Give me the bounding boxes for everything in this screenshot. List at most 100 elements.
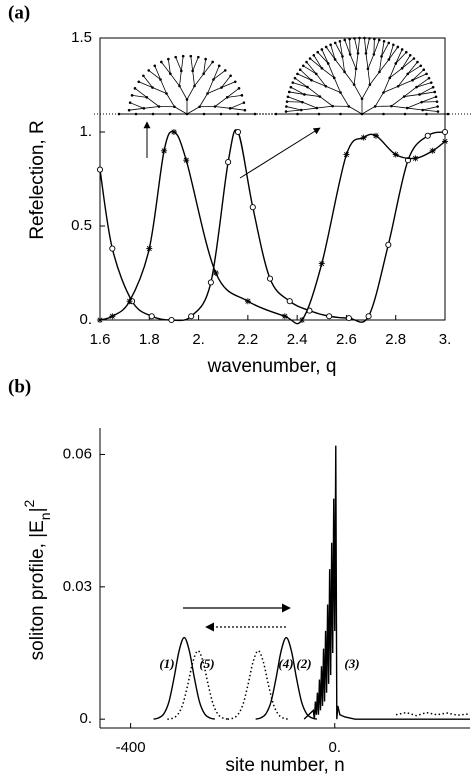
inset-bond bbox=[304, 94, 320, 97]
inset-bond bbox=[321, 49, 329, 64]
inset-node bbox=[425, 112, 428, 116]
inset-bond bbox=[134, 88, 148, 98]
inset-node bbox=[291, 81, 295, 84]
marker bbox=[170, 129, 177, 135]
inset-bond bbox=[287, 96, 303, 103]
marker bbox=[365, 313, 372, 320]
inset-bond bbox=[412, 69, 425, 81]
inset-node bbox=[387, 41, 391, 45]
inset-node bbox=[316, 50, 320, 54]
inset-node bbox=[339, 112, 342, 116]
y-tick-label: 1. bbox=[79, 123, 92, 140]
inset-bond bbox=[294, 77, 308, 88]
marker bbox=[225, 159, 232, 166]
inset-bond bbox=[325, 46, 336, 60]
inset-bond bbox=[290, 86, 305, 95]
inset-bond bbox=[207, 79, 214, 94]
inset-node bbox=[130, 94, 134, 97]
inset-node bbox=[419, 64, 423, 68]
inset-node bbox=[296, 112, 299, 116]
inset-bond bbox=[355, 53, 359, 69]
y-label-sup: 2 bbox=[21, 499, 37, 507]
x-tick-label: 2.4 bbox=[287, 331, 308, 348]
panel-label: (a) bbox=[8, 2, 30, 23]
marker bbox=[212, 270, 219, 276]
inset-bond bbox=[397, 73, 409, 87]
inset-bond bbox=[143, 106, 160, 109]
inset-bond bbox=[395, 51, 407, 64]
inset-bond bbox=[160, 79, 167, 94]
inset-bond bbox=[229, 102, 245, 109]
x-tick-label: 2.6 bbox=[336, 331, 357, 348]
inset-bond bbox=[301, 107, 317, 111]
inset-node bbox=[167, 57, 170, 61]
inset-node bbox=[284, 110, 288, 113]
inset-bond bbox=[213, 65, 220, 80]
inset-node bbox=[400, 48, 404, 51]
inset-bond bbox=[381, 41, 385, 57]
x-tick-label: 2.2 bbox=[237, 331, 258, 348]
inset-node bbox=[137, 80, 141, 84]
y-tick-label: 0. bbox=[79, 710, 92, 727]
inset-node bbox=[285, 105, 288, 108]
inset-bond bbox=[129, 102, 145, 109]
inset-node bbox=[324, 45, 328, 49]
inset-bond bbox=[194, 73, 204, 87]
x-tick-label: 1.6 bbox=[90, 331, 111, 348]
inset-bond bbox=[132, 94, 147, 98]
inset-bond bbox=[292, 82, 308, 88]
inset-bond bbox=[391, 105, 408, 109]
inset-bond bbox=[230, 107, 245, 111]
y-label-after: | bbox=[27, 507, 48, 512]
inset-node bbox=[117, 112, 121, 116]
inset-bond bbox=[297, 73, 312, 81]
inset-node bbox=[425, 72, 428, 76]
inset-bond bbox=[403, 86, 417, 97]
inset-bond bbox=[334, 59, 345, 73]
inset-node bbox=[174, 55, 177, 59]
inset-bond bbox=[317, 51, 329, 64]
inset-bond bbox=[203, 59, 207, 74]
inset-bond bbox=[213, 70, 226, 80]
y-label-text: soliton profile, |E bbox=[27, 520, 48, 660]
inset-node bbox=[408, 53, 412, 57]
inset-node bbox=[160, 60, 163, 64]
inset-node bbox=[329, 43, 332, 47]
inset-bond bbox=[398, 79, 413, 87]
inset-bond bbox=[192, 56, 199, 72]
inset-node bbox=[133, 87, 137, 90]
inset-node bbox=[382, 112, 385, 116]
inset-bond bbox=[381, 42, 390, 57]
inset-bond bbox=[395, 49, 403, 64]
inset-bond bbox=[348, 106, 363, 115]
inset-node bbox=[274, 112, 278, 116]
inset-bond bbox=[315, 73, 327, 87]
marker bbox=[188, 313, 195, 320]
inset-bond bbox=[407, 107, 423, 111]
marker bbox=[109, 245, 116, 252]
inset-bond bbox=[354, 38, 359, 54]
inset-node bbox=[236, 112, 240, 116]
inset-node bbox=[412, 57, 416, 60]
inset-bond bbox=[421, 101, 437, 103]
inset-node bbox=[287, 90, 291, 94]
inset-node bbox=[204, 57, 207, 61]
x-tick-label: 2. bbox=[192, 331, 205, 348]
inset-bond bbox=[361, 84, 371, 99]
inset-node bbox=[197, 55, 200, 59]
marker bbox=[249, 204, 256, 211]
inset-bond bbox=[174, 106, 188, 115]
inset-node bbox=[181, 54, 185, 58]
inset-bond bbox=[203, 61, 213, 75]
inset-node bbox=[289, 85, 293, 89]
inset-bond bbox=[154, 65, 161, 80]
inset-bond bbox=[407, 65, 421, 75]
marker bbox=[429, 147, 436, 154]
inset-bond bbox=[170, 73, 180, 87]
inset-bond bbox=[286, 109, 302, 112]
inset-bond bbox=[367, 68, 371, 85]
marker bbox=[318, 260, 325, 267]
inset-bond bbox=[179, 70, 182, 87]
inset-bond bbox=[289, 91, 305, 95]
inset-bond bbox=[389, 63, 397, 78]
